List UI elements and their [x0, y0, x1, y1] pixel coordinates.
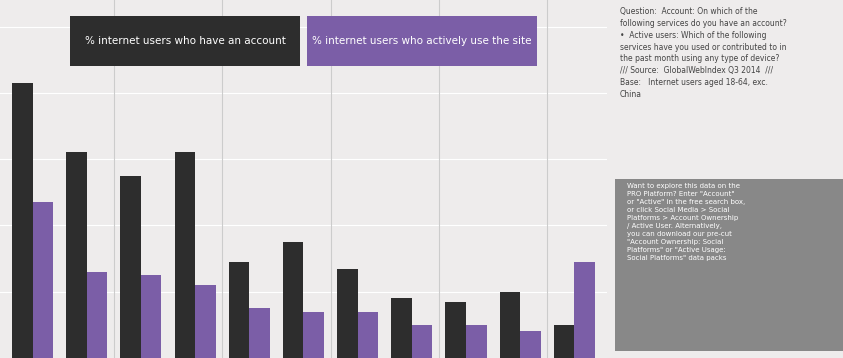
Bar	[66, 153, 87, 358]
Bar	[615, 179, 843, 351]
Text: Want to explore this data on the
PRO Platform? Enter "Account"
or "Active" in th: Want to explore this data on the PRO Pla…	[627, 183, 745, 261]
Bar	[12, 83, 33, 358]
Bar	[33, 202, 53, 358]
Bar	[195, 285, 216, 358]
Text: % internet users who have an account: % internet users who have an account	[84, 36, 286, 46]
Bar	[520, 332, 541, 358]
Bar	[412, 325, 432, 358]
Bar	[357, 311, 379, 358]
Bar	[175, 153, 195, 358]
Bar	[303, 311, 324, 358]
Bar	[466, 325, 486, 358]
Text: Question:  Account: On which of the
following services do you have an account?
•: Question: Account: On which of the follo…	[620, 7, 787, 99]
Bar	[574, 262, 595, 358]
Bar	[250, 308, 270, 358]
Bar	[337, 268, 357, 358]
Text: % internet users who actively use the site: % internet users who actively use the si…	[312, 36, 532, 46]
Bar	[445, 302, 466, 358]
Bar	[554, 325, 574, 358]
Bar	[391, 298, 412, 358]
Bar	[228, 262, 250, 358]
Bar	[87, 272, 107, 358]
Bar	[70, 16, 300, 66]
Bar	[121, 176, 141, 358]
Bar	[141, 275, 162, 358]
Bar	[500, 292, 520, 358]
Bar	[307, 16, 537, 66]
Bar	[283, 242, 303, 358]
